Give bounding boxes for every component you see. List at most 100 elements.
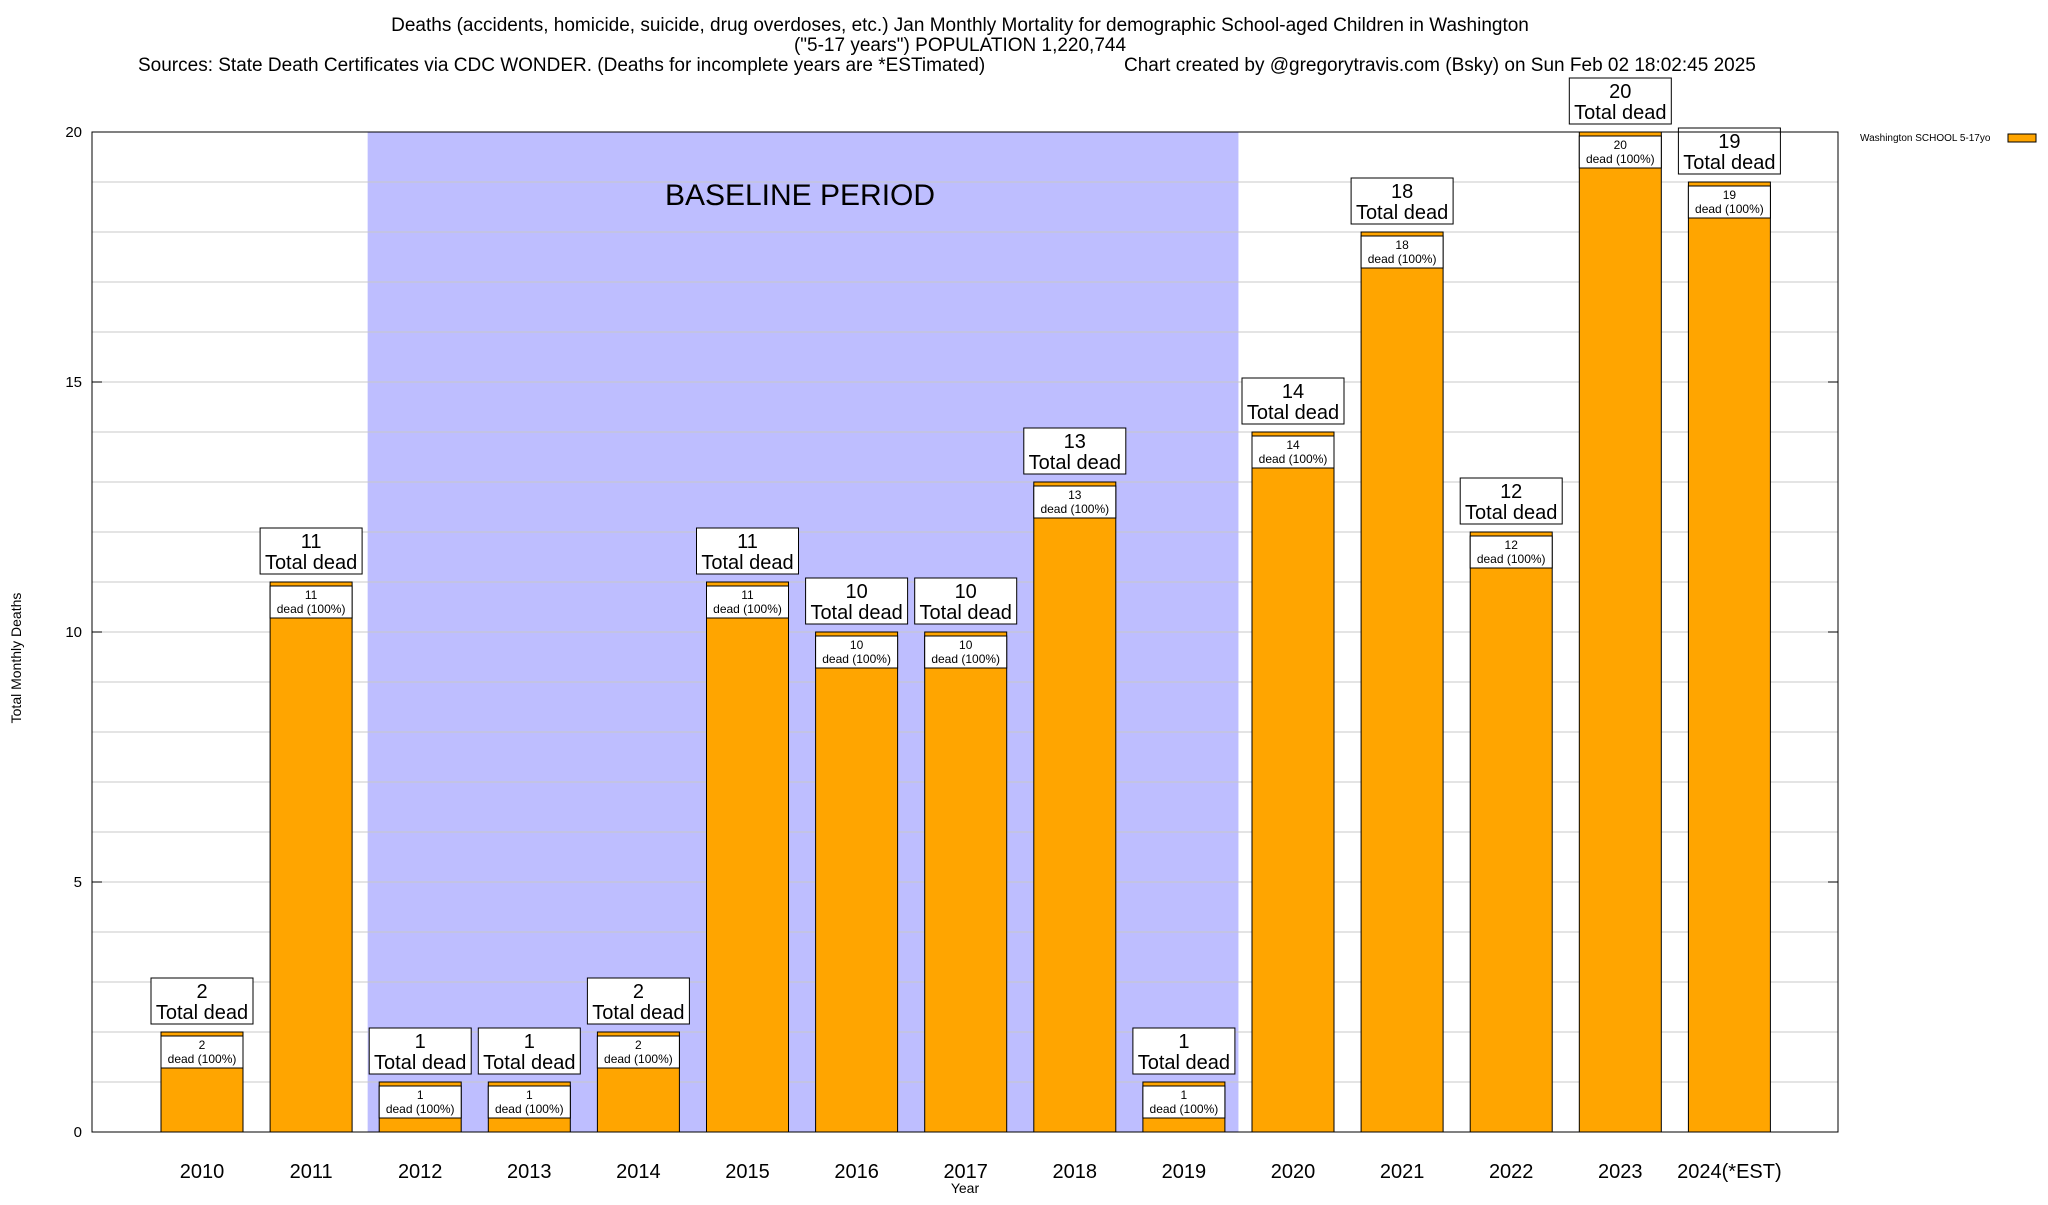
bar-inner-value-label: 1 <box>1181 1088 1188 1102</box>
bar-inner-label-box <box>487 1085 571 1119</box>
bar-total-value-label: 11 <box>301 531 322 553</box>
bar-inner-value-label: 20 <box>1614 138 1628 152</box>
bar <box>1469 531 1553 1133</box>
bar-inner-label-box <box>1687 185 1771 219</box>
bar-inner-label-box <box>1578 135 1662 169</box>
bar-inner-pct-label: dead (100%) <box>1040 502 1109 516</box>
bar-total-text-label: Total dead <box>1574 102 1666 124</box>
x-axis-label: Year <box>951 1180 980 1196</box>
bar-inner-pct-label: dead (100%) <box>713 602 782 616</box>
bar-total-text-label: Total dead <box>1029 452 1121 474</box>
bar-inner-label-box <box>815 635 899 669</box>
bar-inner-pct-label: dead (100%) <box>1477 552 1546 566</box>
x-tick-label: 2021 <box>1380 1161 1425 1183</box>
baseline-period-label: BASELINE PERIOD <box>665 179 935 212</box>
x-tick-label: 2010 <box>180 1161 225 1183</box>
bar-total-text-label: Total dead <box>1138 1052 1230 1074</box>
x-tick-label: 2022 <box>1489 1161 1534 1183</box>
y-tick-label: 20 <box>65 124 82 141</box>
bar-inner-pct-label: dead (100%) <box>604 1052 673 1066</box>
bar-inner-label-box <box>269 585 353 619</box>
bar-inner-label-box <box>378 1085 462 1119</box>
bar <box>1033 481 1117 1133</box>
bar-inner-pct-label: dead (100%) <box>386 1102 455 1116</box>
legend-swatch <box>2007 133 2037 143</box>
bar <box>1687 181 1771 1133</box>
bar <box>1578 131 1662 1133</box>
bar-inner-value-label: 14 <box>1286 438 1300 452</box>
bar-total-text-label: Total dead <box>920 602 1012 624</box>
bar-inner-label-box <box>1142 1085 1226 1119</box>
chart-title-line-1: Deaths (accidents, homicide, suicide, dr… <box>391 15 1529 36</box>
bar-inner-pct-label: dead (100%) <box>822 652 891 666</box>
chart-sources: Sources: State Death Certificates via CD… <box>138 55 985 76</box>
bar-total-label-box <box>368 1027 472 1075</box>
bar-total-value-label: 18 <box>1391 181 1413 203</box>
x-tick-label: 2017 <box>943 1161 988 1183</box>
bar-total-text-label: Total dead <box>592 1002 684 1024</box>
bar-inner-value-label: 1 <box>417 1088 424 1102</box>
bar-total-value-label: 19 <box>1718 131 1740 153</box>
bar-total-text-label: Total dead <box>374 1052 466 1074</box>
bar-total-label-box <box>696 527 799 575</box>
bar-inner-label-box <box>596 1035 680 1069</box>
bar-inner-value-label: 10 <box>850 638 864 652</box>
bar-inner-pct-label: dead (100%) <box>495 1102 564 1116</box>
bar-inner-pct-label: dead (100%) <box>277 602 346 616</box>
bar-inner-pct-label: dead (100%) <box>1368 252 1437 266</box>
bar-inner-value-label: 12 <box>1505 538 1519 552</box>
bar-inner-label-box <box>1469 535 1553 569</box>
bar-total-text-label: Total dead <box>483 1052 575 1074</box>
x-tick-label: 2020 <box>1271 1161 1316 1183</box>
bar-inner-value-label: 10 <box>959 638 973 652</box>
chart-credit: Chart created by @gregorytravis.com (Bsk… <box>1124 55 1756 76</box>
bar-inner-value-label: 18 <box>1395 238 1409 252</box>
x-tick-label: 2023 <box>1598 1161 1643 1183</box>
x-tick-label: 2019 <box>1162 1161 1207 1183</box>
x-tick-label: 2024(*EST) <box>1677 1161 1782 1183</box>
bar-inner-value-label: 13 <box>1068 488 1082 502</box>
x-tick-label: 2011 <box>290 1161 333 1183</box>
bar-total-value-label: 11 <box>737 531 758 553</box>
bar-total-text-label: Total dead <box>701 552 793 574</box>
bar-total-label-box <box>259 527 363 575</box>
bar-total-text-label: Total dead <box>1683 152 1775 174</box>
bar-total-value-label: 1 <box>415 1031 426 1053</box>
bar-total-text-label: Total dead <box>1356 202 1448 224</box>
bar-total-label-box <box>1350 177 1454 225</box>
y-tick-label: 5 <box>74 874 82 891</box>
bar-total-label-box <box>150 977 254 1025</box>
bar-total-label-box <box>1677 127 1781 175</box>
bar-inner-pct-label: dead (100%) <box>168 1052 237 1066</box>
bar-inner-label-box <box>1360 235 1444 269</box>
bar-inner-pct-label: dead (100%) <box>1586 152 1655 166</box>
bar-total-value-label: 10 <box>845 581 867 603</box>
x-tick-label: 2018 <box>1053 1161 1098 1183</box>
bar-inner-pct-label: dead (100%) <box>1150 1102 1219 1116</box>
bar <box>1251 431 1335 1133</box>
bar-inner-label-box <box>1033 485 1117 519</box>
legend-label: Washington SCHOOL 5-17yo <box>1860 133 1991 144</box>
y-tick-label: 10 <box>65 624 82 641</box>
bar-total-value-label: 14 <box>1282 381 1304 403</box>
bar-inner-value-label: 2 <box>199 1038 206 1052</box>
bar-total-text-label: Total dead <box>156 1002 248 1024</box>
x-tick-label: 2015 <box>725 1161 770 1183</box>
bar-inner-value-label: 11 <box>741 588 754 602</box>
y-axis-label: Total Monthly Deaths <box>8 593 24 724</box>
bar-total-label-box <box>1023 427 1127 475</box>
bar-total-label-box <box>1459 477 1563 525</box>
bar <box>269 581 353 1133</box>
bar <box>706 581 789 1133</box>
bar-inner-label-box <box>924 635 1008 669</box>
bar-inner-value-label: 11 <box>305 588 318 602</box>
bar-total-value-label: 20 <box>1609 81 1631 103</box>
bar-inner-pct-label: dead (100%) <box>931 652 1000 666</box>
x-tick-label: 2014 <box>616 1161 661 1183</box>
y-tick-label: 15 <box>65 374 82 391</box>
bar-inner-pct-label: dead (100%) <box>1695 202 1764 216</box>
bar-total-value-label: 1 <box>524 1031 535 1053</box>
bar-inner-value-label: 19 <box>1723 188 1737 202</box>
